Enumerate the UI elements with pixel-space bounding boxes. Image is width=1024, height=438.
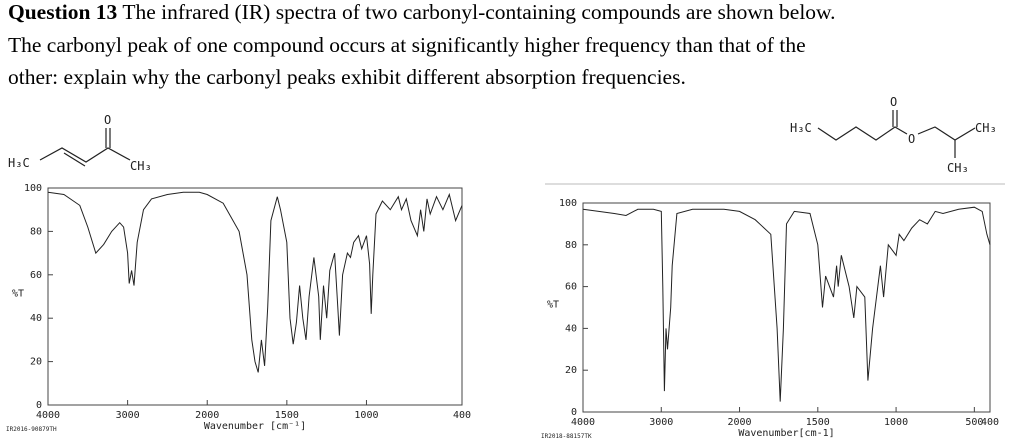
x-tick-label: 1000	[884, 417, 908, 428]
atom-label: CH₃	[130, 159, 152, 173]
x-tick-label: 400	[981, 417, 999, 428]
x-tick-label: 2000	[195, 410, 219, 421]
plot-frame	[47, 187, 463, 406]
y-tick-label: 60	[565, 282, 577, 293]
y-tick-label: 80	[30, 226, 42, 237]
x-tick-label: 4000	[571, 417, 595, 428]
atom-label: O	[908, 132, 915, 146]
question-text: other: explain why the carbonyl peaks ex…	[8, 65, 686, 89]
x-axis-label: Wavenumber[cm-1]	[738, 428, 834, 438]
x-tick-label: 400	[453, 410, 471, 421]
x-tick-label: 1500	[806, 417, 830, 428]
spectrum-line	[582, 206, 991, 402]
atom-label: O	[890, 95, 897, 109]
y-tick-label: 60	[30, 270, 42, 281]
y-tick-label: 0	[36, 400, 42, 411]
y-tick-label: 20	[565, 365, 577, 376]
question-line: Question 13 The infrared (IR) spectra of…	[8, 0, 836, 25]
question-label: Question 13	[8, 0, 118, 24]
y-tick-label: 100	[559, 198, 577, 209]
footer-code: IR2018-88157TK	[541, 433, 592, 438]
x-tick-label: 1000	[354, 410, 378, 421]
question-text: The carbonyl peak of one compound occurs…	[8, 33, 806, 57]
atom-label: H₃C	[8, 156, 30, 170]
structure-2	[817, 110, 976, 158]
plot-frame	[582, 202, 991, 413]
y-axis-label: %T	[547, 300, 559, 311]
spectrum-line	[47, 191, 463, 373]
structure-1	[39, 128, 131, 167]
atom-label: CH₃	[947, 161, 969, 175]
y-tick-label: 80	[565, 240, 577, 251]
x-axis-label: Wavenumber [cm⁻¹]	[204, 421, 306, 432]
x-tick-label: 3000	[649, 417, 673, 428]
y-tick-label: 20	[30, 357, 42, 368]
footer-code: IR2016-90879TH	[6, 426, 57, 433]
y-tick-label: 40	[565, 323, 577, 334]
atom-label: H₃C	[790, 121, 812, 135]
question-text: The infrared (IR) spectra of two carbony…	[122, 0, 836, 24]
y-tick-label: 40	[30, 313, 42, 324]
atom-label: CH₃	[975, 121, 997, 135]
x-tick-label: 3000	[116, 410, 140, 421]
x-tick-label: 500	[965, 417, 983, 428]
y-tick-label: 0	[571, 407, 577, 418]
x-tick-label: 2000	[727, 417, 751, 428]
atom-label: O	[104, 113, 111, 127]
x-tick-label: 1500	[275, 410, 299, 421]
y-axis-label: %T	[12, 289, 24, 300]
y-tick-label: 100	[24, 183, 42, 194]
x-tick-label: 4000	[36, 410, 60, 421]
